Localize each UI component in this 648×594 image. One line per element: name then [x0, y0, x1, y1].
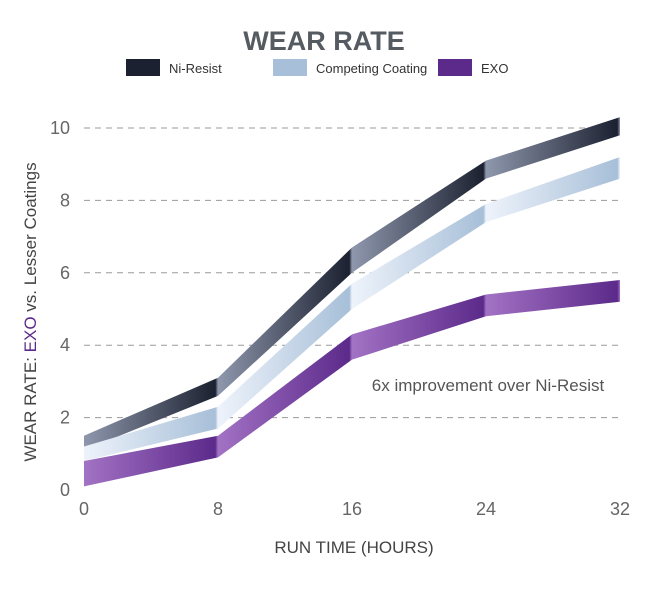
legend-swatch-ni-resist	[126, 59, 160, 76]
y-tick-6: 6	[60, 263, 70, 283]
x-tick-8: 8	[213, 499, 223, 519]
x-tick-24: 24	[476, 499, 496, 519]
y-axis-label-prefix: WEAR RATE:	[21, 352, 40, 461]
series-layer	[84, 117, 620, 487]
legend-label-ni-resist: Ni-Resist	[169, 61, 222, 76]
annotation-improvement: 6x improvement over Ni-Resist	[372, 376, 605, 395]
series-competing-coating-band	[84, 156, 620, 462]
x-axis-ticks: 0 8 16 24 32	[79, 499, 630, 519]
x-tick-16: 16	[342, 499, 362, 519]
y-axis-label: WEAR RATE: EXO vs. Lesser Coatings	[21, 162, 40, 461]
x-axis-label: RUN TIME (HOURS)	[274, 538, 433, 557]
y-axis-label-exo: EXO	[21, 316, 40, 352]
y-tick-10: 10	[50, 118, 70, 138]
y-axis-label-suffix: vs. Lesser Coatings	[21, 162, 40, 316]
series-exo-band	[84, 280, 620, 487]
y-tick-0: 0	[60, 480, 70, 500]
legend-label-exo: EXO	[481, 61, 508, 76]
legend-label-competing-coating: Competing Coating	[316, 61, 427, 76]
legend-swatch-competing-coating	[273, 59, 307, 76]
y-tick-8: 8	[60, 190, 70, 210]
x-tick-32: 32	[610, 499, 630, 519]
series-ni-resist-band	[84, 117, 620, 451]
x-tick-0: 0	[79, 499, 89, 519]
y-tick-2: 2	[60, 408, 70, 428]
legend: Ni-Resist Competing Coating EXO	[126, 59, 508, 76]
y-axis-ticks: 0 2 4 6 8 10	[50, 118, 70, 500]
legend-swatch-exo	[438, 59, 472, 76]
chart-title: WEAR RATE	[243, 26, 405, 56]
y-tick-4: 4	[60, 335, 70, 355]
